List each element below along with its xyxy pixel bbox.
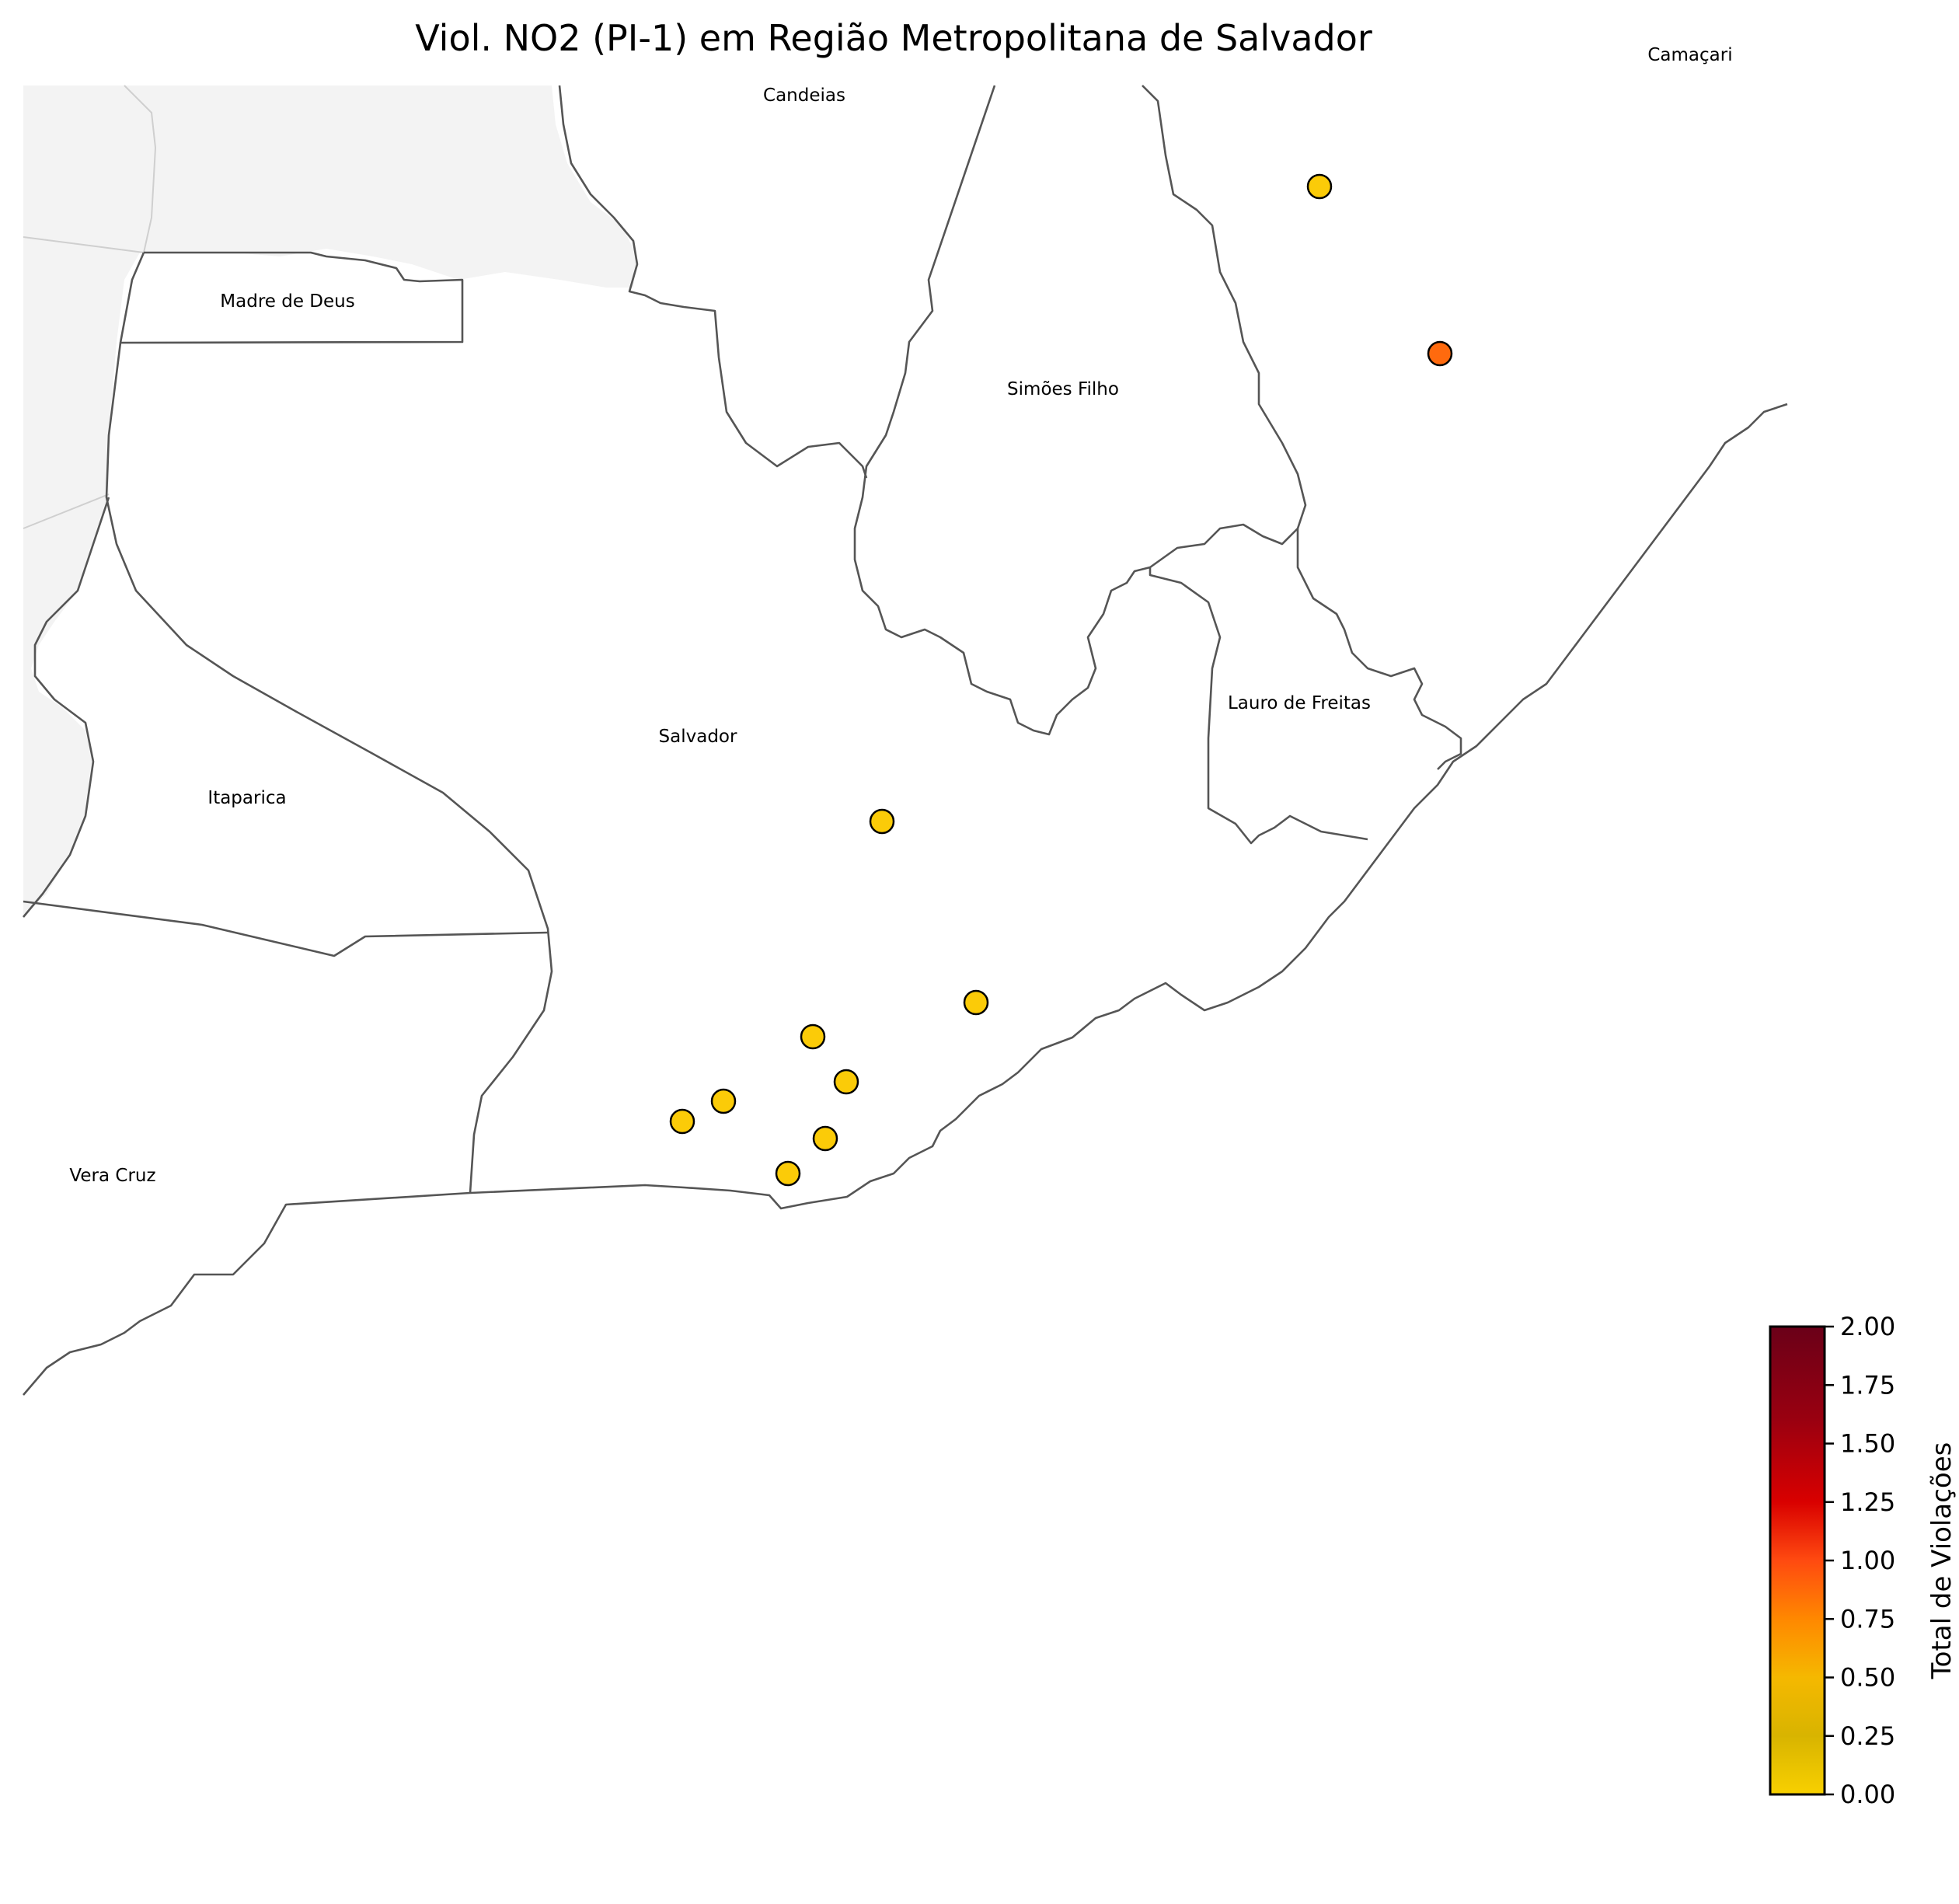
station-marker[interactable] bbox=[710, 1088, 737, 1114]
outside-land-area bbox=[23, 85, 637, 917]
colorbar-tick-label: 1.75 bbox=[1840, 1370, 1895, 1400]
outside-boundary-line bbox=[124, 85, 157, 253]
station-marker[interactable] bbox=[775, 1160, 801, 1187]
label-itaparica: Itaparica bbox=[207, 788, 286, 808]
colorbar-ticks: 0.00 0.25 0.50 0.75 1.00 1.25 1.50 1.75 2.00 bbox=[1825, 1312, 1895, 1809]
map-title: Viol. NO2 (PI-1) em Região Metropolitana… bbox=[415, 17, 1372, 59]
colorbar-tick-label: 0.50 bbox=[1840, 1663, 1895, 1693]
label-simoes-filho: Simões Filho bbox=[1007, 379, 1119, 399]
border-salvador-south-coast bbox=[469, 403, 1788, 1210]
colorbar-tick-label: 0.75 bbox=[1840, 1604, 1895, 1634]
border-itaparica-coast bbox=[23, 497, 110, 918]
border-candeias-salvador bbox=[558, 85, 868, 479]
station-marker[interactable] bbox=[800, 1023, 826, 1050]
colorbar-tick-label: 1.25 bbox=[1840, 1487, 1895, 1517]
station-marker[interactable] bbox=[669, 1108, 695, 1135]
colorbar-tick-label: 1.50 bbox=[1840, 1429, 1895, 1459]
label-lauro-de-freitas: Lauro de Freitas bbox=[1228, 693, 1371, 713]
label-vera-cruz: Vera Cruz bbox=[69, 1166, 155, 1186]
label-camacari: Camaçari bbox=[1647, 45, 1732, 65]
border-itaparica-vera-cruz bbox=[23, 900, 549, 957]
border-lauro-de-freitas bbox=[1149, 567, 1368, 845]
border-madre-de-deus bbox=[120, 251, 464, 344]
colorbar-gradient bbox=[1769, 1325, 1826, 1796]
border-vera-cruz-south bbox=[23, 1191, 471, 1396]
colorbar-tick-label: 0.00 bbox=[1840, 1780, 1895, 1809]
border-simoes-filho-west bbox=[853, 85, 1151, 736]
stations-layer bbox=[669, 173, 1453, 1187]
outside-boundary-line bbox=[23, 236, 145, 253]
outside-boundary-line bbox=[23, 493, 110, 529]
colorbar-tick-label: 2.00 bbox=[1840, 1312, 1895, 1341]
label-madre-de-deus: Madre de Deus bbox=[220, 291, 354, 312]
border-lauro-camacari bbox=[1296, 528, 1462, 770]
station-marker[interactable] bbox=[1427, 340, 1453, 367]
colorbar-tick-label: 0.25 bbox=[1840, 1721, 1895, 1751]
label-salvador: Salvador bbox=[659, 727, 737, 747]
label-candeias: Candeias bbox=[763, 85, 845, 106]
station-marker[interactable] bbox=[812, 1125, 838, 1152]
station-marker[interactable] bbox=[963, 989, 989, 1016]
colorbar-tick-label: 1.00 bbox=[1840, 1546, 1895, 1575]
colorbar-label: Total de Violações bbox=[1926, 1442, 1957, 1680]
border-bay-coast bbox=[105, 252, 553, 1194]
station-marker[interactable] bbox=[833, 1069, 859, 1095]
border-simoes-filho-east bbox=[1142, 85, 1307, 569]
station-marker[interactable] bbox=[1306, 173, 1333, 200]
colorbar: 0.00 0.25 0.50 0.75 1.00 1.25 1.50 1.75 2.00 Tot… bbox=[1769, 1312, 1957, 1809]
station-marker[interactable] bbox=[869, 808, 895, 835]
